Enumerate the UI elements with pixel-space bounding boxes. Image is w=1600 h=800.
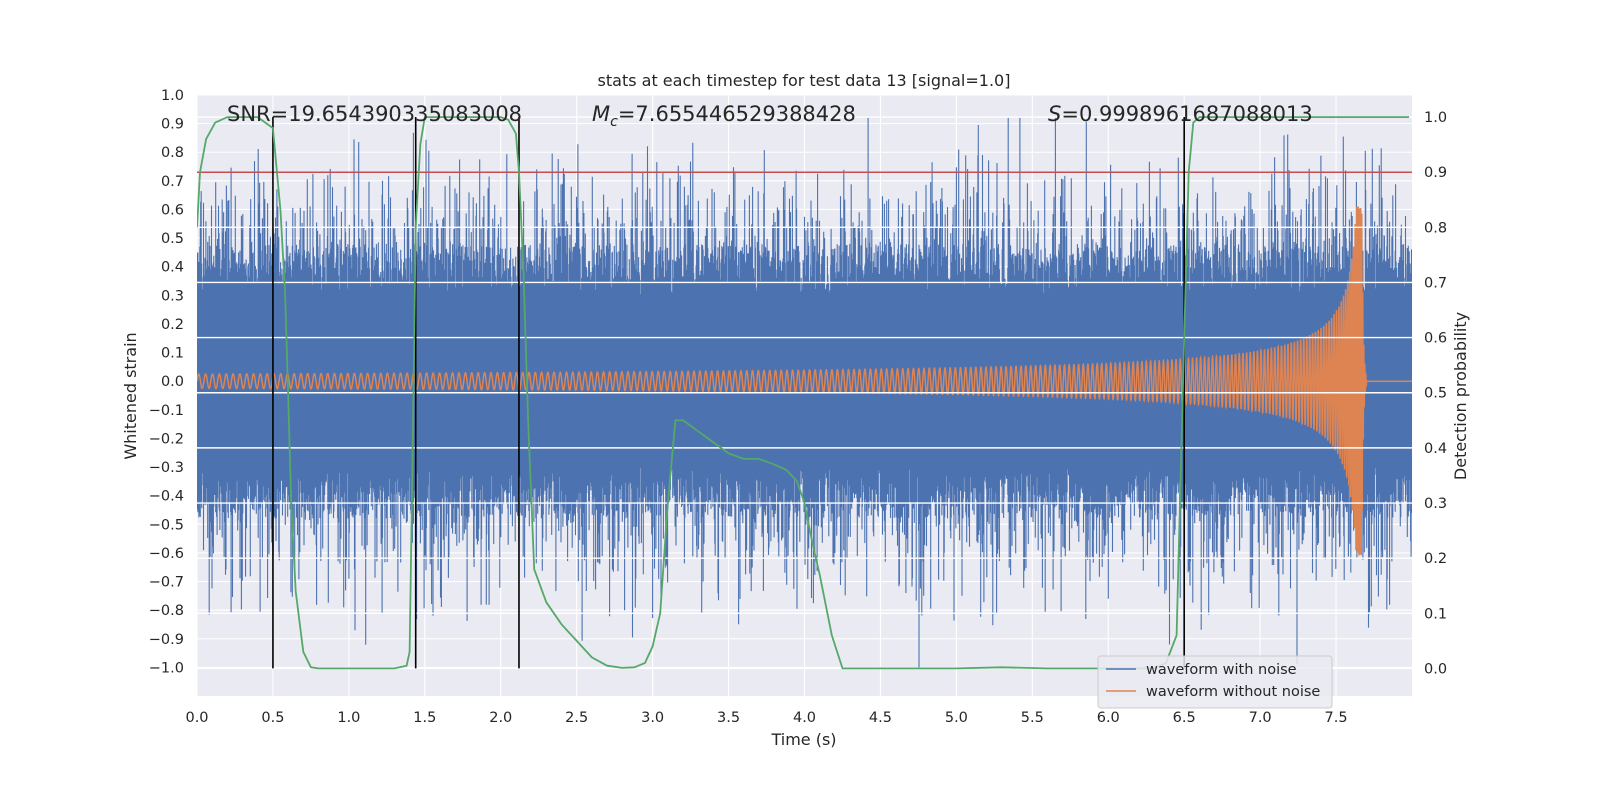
- chirp-mass-subscript: c: [610, 114, 618, 130]
- y-tick-label: 0.0: [161, 374, 184, 390]
- y-right-tick-label: 0.1: [1424, 606, 1447, 622]
- series-detection-probability: [197, 116, 1409, 670]
- snr-annotation: SNR=19.654390335083008: [227, 102, 522, 126]
- legend-label-clean: waveform without noise: [1146, 684, 1320, 700]
- x-tick-label: 0.0: [185, 710, 208, 726]
- x-tick-label: 5.5: [1021, 710, 1044, 726]
- x-tick-label: 6.5: [1173, 710, 1196, 726]
- y-tick-label: −0.1: [149, 403, 184, 419]
- y-right-tick-label: 0.4: [1424, 441, 1447, 457]
- legend-box: [1097, 655, 1333, 709]
- y-tick-label: −0.2: [149, 431, 184, 447]
- y-right-tick-label: 1.0: [1424, 110, 1447, 126]
- x-tick-label: 4.5: [869, 710, 892, 726]
- x-tick-label: 7.5: [1325, 710, 1348, 726]
- x-tick-label: 3.0: [641, 710, 664, 726]
- x-tick-label: 5.0: [945, 710, 968, 726]
- chart-title: stats at each timestep for test data 13 …: [598, 71, 1011, 90]
- y-tick-label: 0.3: [161, 288, 184, 304]
- y-tick-label: −1.0: [149, 660, 184, 676]
- chirp-mass-value: =7.655446529388428: [618, 102, 856, 126]
- y-right-tick-label: 0.5: [1424, 386, 1447, 402]
- y-axis-label: Whitened strain: [121, 332, 140, 459]
- x-ticks: 0.0 0.5 1.0 1.5 2.0 2.5 3.0 3.5 4.0 4.5 5.0 5.5 6.0 6…: [185, 710, 1347, 726]
- y-ticks-right: 0.0 0.1 0.2 0.3 0.4 0.5 0.6 0.7 0.8 0.9 1.0: [1424, 110, 1447, 677]
- x-tick-label: 4.0: [793, 710, 816, 726]
- y-tick-label: 0.4: [161, 260, 184, 276]
- y-tick-label: −0.7: [149, 575, 184, 591]
- y-tick-label: −0.6: [149, 546, 184, 562]
- score-annotation: S=0.9998961687088013: [1048, 102, 1313, 126]
- y-tick-label: 0.5: [161, 231, 184, 247]
- y-tick-label: −0.3: [149, 460, 184, 476]
- x-tick-label: 3.5: [717, 710, 740, 726]
- y-tick-label: −0.9: [149, 632, 184, 648]
- x-tick-label: 2.0: [489, 710, 512, 726]
- y-right-tick-label: 0.0: [1424, 661, 1447, 677]
- x-tick-label: 0.5: [261, 710, 284, 726]
- x-axis-label: Time (s): [770, 730, 836, 749]
- x-tick-label: 6.0: [1097, 710, 1120, 726]
- y-tick-label: −0.4: [149, 489, 184, 505]
- y-tick-label: 0.9: [161, 117, 184, 133]
- x-tick-label: 1.0: [337, 710, 360, 726]
- y-tick-label: 0.2: [161, 317, 184, 333]
- y-tick-label: 0.1: [161, 346, 184, 362]
- chirp-mass-symbol: M: [592, 102, 610, 126]
- score-symbol: S: [1048, 102, 1061, 126]
- legend: waveform with noise waveform without noi…: [1097, 655, 1333, 709]
- y-tick-label: 0.7: [161, 174, 184, 190]
- chirp-mass-annotation: Mc=7.655446529388428: [592, 102, 856, 130]
- y-right-tick-label: 0.2: [1424, 551, 1447, 567]
- y-right-tick-label: 0.6: [1424, 331, 1447, 347]
- y-tick-label: 0.8: [161, 145, 184, 161]
- y-tick-label: −0.5: [149, 517, 184, 533]
- y-tick-label: 0.6: [161, 202, 184, 218]
- y-ticks-left: −1.0 −0.9 −0.8 −0.7 −0.6 −0.5 −0.4 −0.3 −0.2 −0.1…: [149, 88, 184, 676]
- x-tick-label: 1.5: [413, 710, 436, 726]
- x-tick-label: 2.5: [565, 710, 588, 726]
- y-right-tick-label: 0.8: [1424, 220, 1447, 236]
- y-tick-label: −0.8: [149, 603, 184, 619]
- y-right-tick-label: 0.7: [1424, 275, 1447, 291]
- y-right-tick-label: 0.9: [1424, 165, 1447, 181]
- score-value: =0.9998961687088013: [1061, 102, 1312, 126]
- series-waveform-without-noise: [197, 206, 1412, 556]
- legend-label-noise: waveform with noise: [1146, 662, 1297, 678]
- vertical-markers: [272, 117, 1185, 669]
- x-tick-label: 7.0: [1249, 710, 1272, 726]
- y-axis-label-right: Detection probability: [1451, 312, 1470, 480]
- y-right-tick-label: 0.3: [1424, 496, 1447, 512]
- y-tick-label: 1.0: [161, 88, 184, 104]
